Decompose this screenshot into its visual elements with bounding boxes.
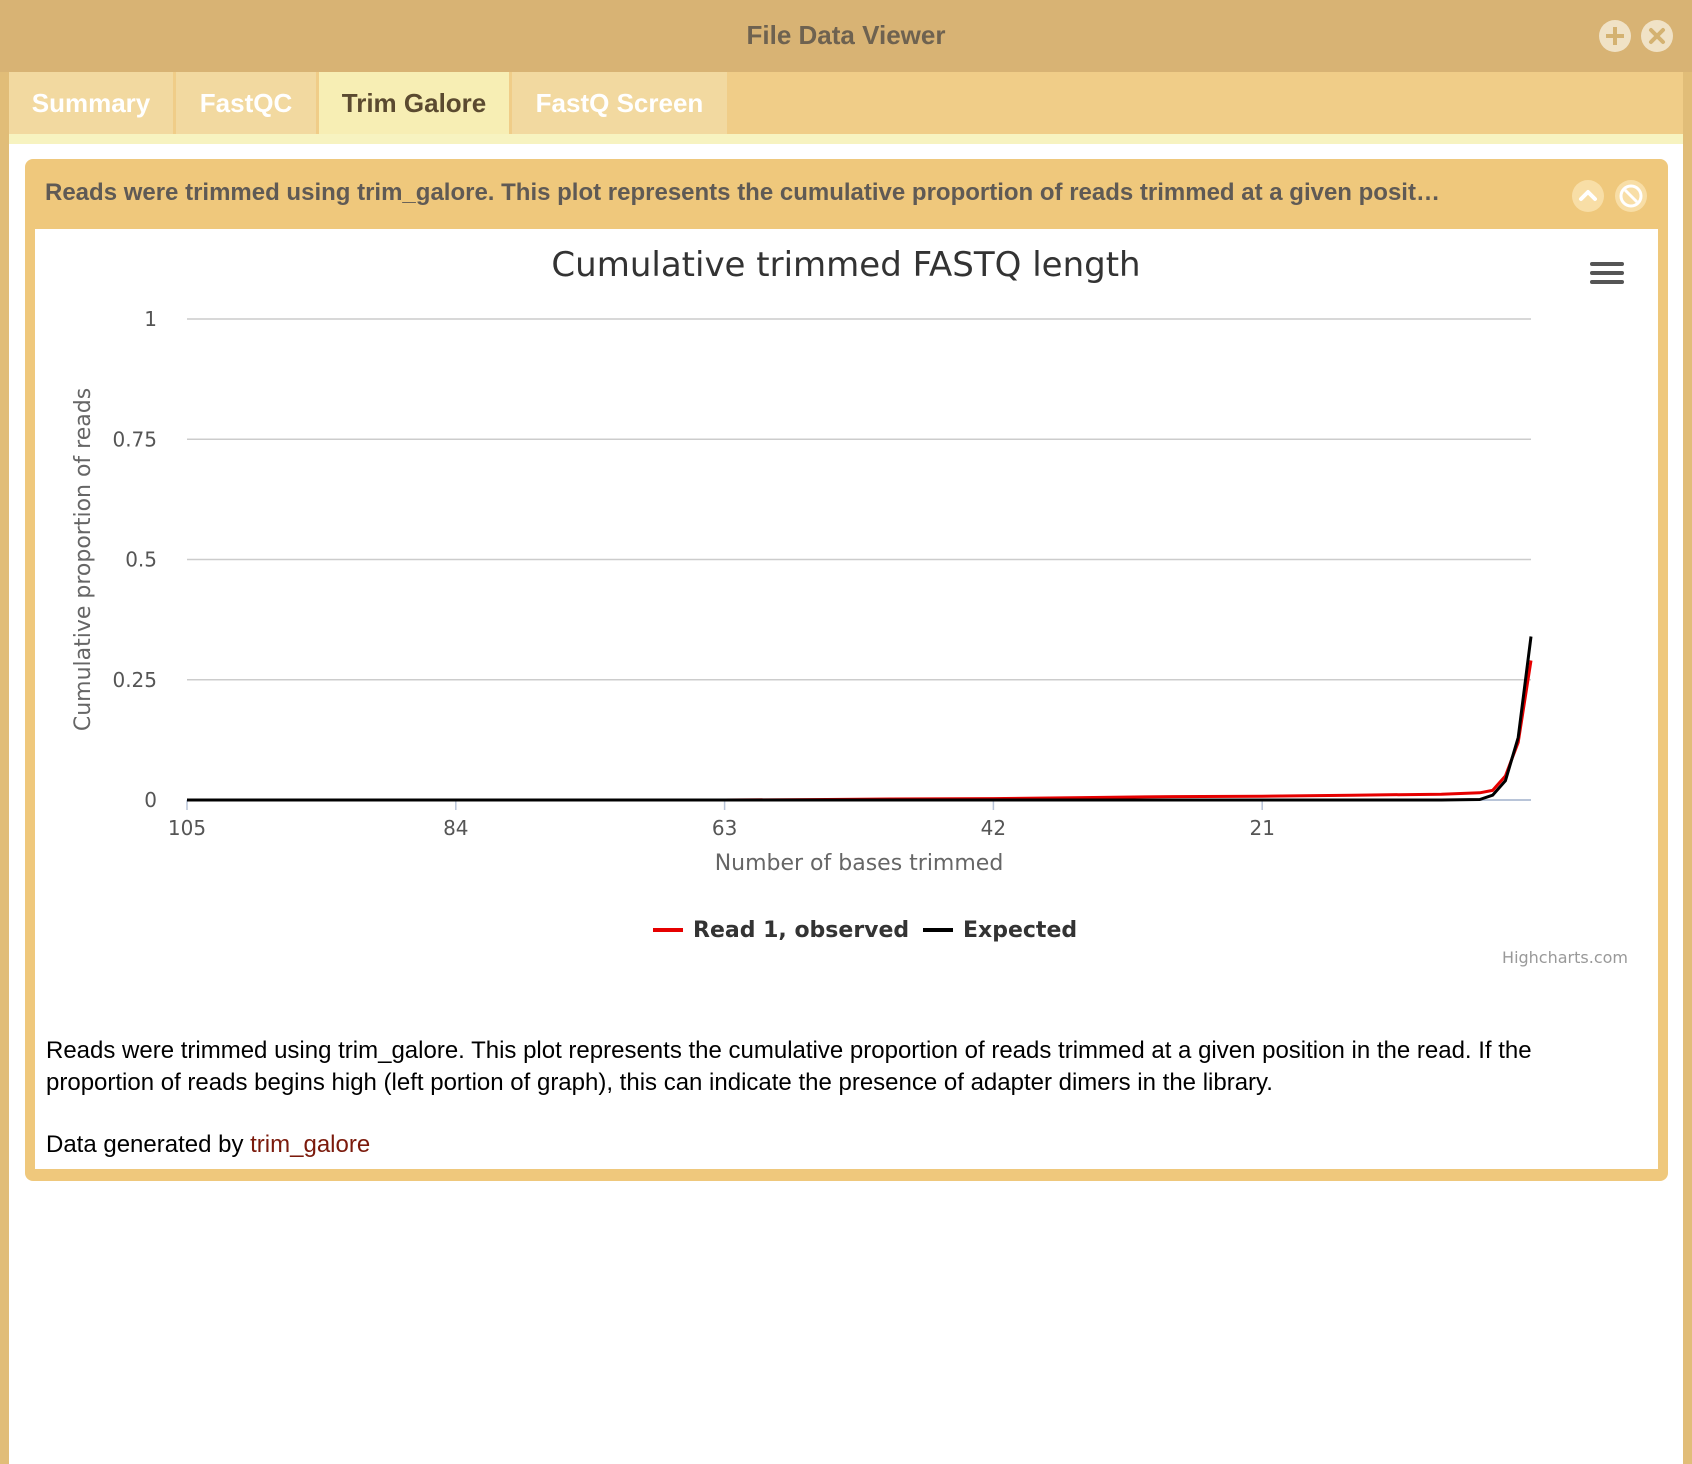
window-title: File Data Viewer — [746, 20, 946, 50]
x-tick-label: 21 — [1249, 816, 1274, 840]
chart-svg: Cumulative trimmed FASTQ length 0 0.25 0.5… — [71, 245, 1629, 967]
tab-bar: Summary FastQC Trim Galore FastQ Screen — [9, 72, 1683, 134]
y-axis-label: Cumulative proportion of reads — [71, 388, 96, 731]
tab-fastqc[interactable]: FastQC — [176, 72, 316, 134]
tab-summary[interactable]: Summary — [9, 72, 173, 134]
window-titlebar[interactable]: File Data Viewer — [0, 0, 1692, 72]
chart-title: Cumulative trimmed FASTQ length — [551, 245, 1140, 285]
legend-label: Expected — [963, 918, 1077, 943]
chart-gridlines — [187, 318, 1531, 681]
tab-trim-galore[interactable]: Trim Galore — [319, 72, 509, 134]
y-tick-label: 1 — [144, 307, 157, 331]
collapse-panel-button[interactable] — [1572, 180, 1604, 212]
expand-window-button[interactable] — [1599, 20, 1631, 52]
close-panel-button[interactable] — [1615, 180, 1647, 212]
x-tick-label: 105 — [168, 816, 206, 840]
panel-body: Cumulative trimmed FASTQ length 0 0.25 0.5… — [35, 229, 1658, 1169]
x-tick-label: 63 — [712, 816, 737, 840]
y-tick-label: 0.75 — [112, 427, 157, 451]
panel-title: Reads were trimmed using trim_galore. Th… — [45, 179, 1440, 206]
panel-description: Reads were trimmed using trim_galore. Th… — [46, 1037, 1532, 1096]
data-credit: Data generated by trim_galore — [46, 1131, 370, 1159]
legend-label: Read 1, observed — [693, 918, 909, 943]
x-axis-label: Number of bases trimmed — [715, 851, 1004, 876]
legend-item[interactable]: Read 1, observed — [653, 918, 909, 943]
chart-axes: 0 0.25 0.5 0.75 1 105 84 63 42 21 — [112, 307, 1531, 840]
close-window-button[interactable] — [1641, 20, 1673, 52]
y-tick-label: 0.5 — [125, 548, 157, 572]
credit-prefix: Data generated by — [46, 1131, 251, 1158]
chevron-up-icon — [1579, 190, 1597, 201]
chart-series — [187, 636, 1533, 802]
trim-galore-panel: Reads were trimmed using trim_galore. Th… — [25, 159, 1668, 1181]
x-tick-label: 84 — [443, 816, 468, 840]
tab-fastq-screen[interactable]: FastQ Screen — [512, 72, 727, 134]
series-line-read-1-observed[interactable] — [187, 660, 1533, 802]
x-tick-label: 42 — [981, 816, 1006, 840]
tab-underline — [9, 134, 1683, 144]
panel-header: Reads were trimmed using trim_galore. Th… — [25, 159, 1668, 229]
close-icon — [1619, 184, 1643, 208]
series-line-expected[interactable] — [187, 636, 1533, 802]
chart-menu-button[interactable] — [1585, 257, 1629, 289]
legend-item[interactable]: Expected — [923, 918, 1077, 943]
highcharts-credits-link[interactable]: Highcharts.com — [1502, 948, 1628, 967]
window-content: Summary FastQC Trim Galore FastQ Screen … — [9, 72, 1683, 1464]
cumulative-trimmed-length-chart: Cumulative trimmed FASTQ length 0 0.25 0.5… — [35, 229, 1658, 1029]
plus-icon — [1606, 27, 1624, 45]
y-tick-label: 0 — [144, 788, 157, 812]
y-tick-label: 0.25 — [112, 668, 157, 692]
hamburger-menu-icon — [1590, 262, 1624, 284]
close-icon — [1649, 28, 1665, 44]
trim-galore-link[interactable]: trim_galore — [250, 1131, 371, 1158]
chart-legend: Read 1, observed Expected — [653, 918, 1077, 943]
